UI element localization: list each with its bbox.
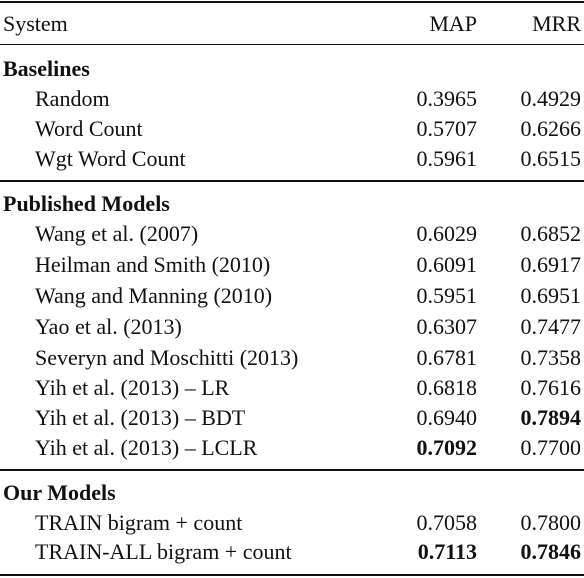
map-cell-best: 0.7113 — [417, 539, 477, 564]
header-mrr: MRR — [532, 11, 581, 36]
mrr-cell-best: 0.7846 — [520, 539, 582, 564]
system-cell: Yih et al. (2013) – BDT — [35, 405, 246, 430]
system-cell: Wgt Word Count — [35, 146, 186, 171]
system-cell: Yih et al. (2013) – LR — [35, 375, 230, 400]
table-row: Random 0.3965 0.4929 — [0, 84, 584, 114]
group-title: Baselines — [3, 56, 90, 81]
mrr-cell: 0.7700 — [520, 435, 582, 460]
map-cell: 0.6091 — [416, 252, 478, 277]
mrr-cell: 0.4929 — [520, 86, 582, 111]
header-rule — [0, 44, 584, 45]
table-row: TRAIN bigram + count 0.7058 0.7800 — [0, 508, 584, 538]
system-cell: TRAIN-ALL bigram + count — [35, 539, 292, 564]
system-cell: Heilman and Smith (2010) — [35, 252, 271, 277]
group-title-row: Baselines — [0, 54, 584, 84]
mrr-cell: 0.6852 — [520, 221, 582, 246]
system-cell: Wang et al. (2007) — [35, 221, 199, 246]
map-cell: 0.5961 — [416, 146, 478, 171]
map-cell: 0.6818 — [416, 375, 478, 400]
map-cell: 0.6940 — [416, 405, 478, 430]
table-row: TRAIN-ALL bigram + count 0.7113 0.7846 — [0, 537, 584, 567]
table-row: Word Count 0.5707 0.6266 — [0, 114, 584, 144]
table-row: Yih et al. (2013) – LCLR 0.7092 0.7700 — [0, 433, 584, 463]
group-title-row: Published Models — [0, 189, 584, 219]
system-cell: Word Count — [35, 116, 143, 141]
map-cell: 0.5707 — [416, 116, 478, 141]
table-row: Yih et al. (2013) – LR 0.6818 0.7616 — [0, 373, 584, 403]
system-cell: Random — [35, 86, 110, 111]
mrr-cell-best: 0.7894 — [520, 405, 582, 430]
system-cell: TRAIN bigram + count — [35, 510, 243, 535]
system-cell: Severyn and Moschitti (2013) — [35, 345, 299, 370]
system-cell: Wang and Manning (2010) — [35, 283, 273, 308]
system-cell: Yao et al. (2013) — [35, 314, 182, 339]
table-row: Wgt Word Count 0.5961 0.6515 — [0, 144, 584, 174]
map-cell: 0.7058 — [416, 510, 478, 535]
group-title: Published Models — [3, 191, 170, 216]
header-system: System — [3, 11, 68, 36]
mrr-cell: 0.6266 — [520, 116, 582, 141]
mrr-cell: 0.7800 — [520, 510, 582, 535]
table-row: Wang et al. (2007) 0.6029 0.6852 — [0, 219, 584, 249]
header-map: MAP — [429, 11, 477, 36]
map-cell: 0.6781 — [416, 345, 478, 370]
header-row: System MAP MRR — [0, 9, 584, 39]
mrr-cell: 0.6917 — [520, 252, 582, 277]
table-row: Yih et al. (2013) – BDT 0.6940 0.7894 — [0, 403, 584, 433]
bottom-rule — [0, 574, 584, 576]
mrr-cell: 0.6515 — [520, 146, 582, 171]
map-cell: 0.5951 — [416, 283, 478, 308]
system-cell: Yih et al. (2013) – LCLR — [35, 435, 258, 460]
mrr-cell: 0.7616 — [520, 375, 582, 400]
map-cell: 0.6307 — [416, 314, 478, 339]
table-row: Yao et al. (2013) 0.6307 0.7477 — [0, 312, 584, 342]
table-row: Wang and Manning (2010) 0.5951 0.6951 — [0, 281, 584, 311]
group-title-row: Our Models — [0, 478, 584, 508]
group-title: Our Models — [3, 480, 116, 505]
map-cell: 0.3965 — [416, 86, 478, 111]
group-rule — [0, 469, 584, 471]
mrr-cell: 0.6951 — [520, 283, 582, 308]
map-cell: 0.6029 — [416, 221, 478, 246]
mrr-cell: 0.7358 — [520, 345, 582, 370]
top-rule — [0, 1, 584, 3]
mrr-cell: 0.7477 — [520, 314, 582, 339]
table-row: Heilman and Smith (2010) 0.6091 0.6917 — [0, 250, 584, 280]
group-rule — [0, 180, 584, 182]
table-row: Severyn and Moschitti (2013) 0.6781 0.73… — [0, 343, 584, 373]
map-cell-best: 0.7092 — [416, 435, 478, 460]
